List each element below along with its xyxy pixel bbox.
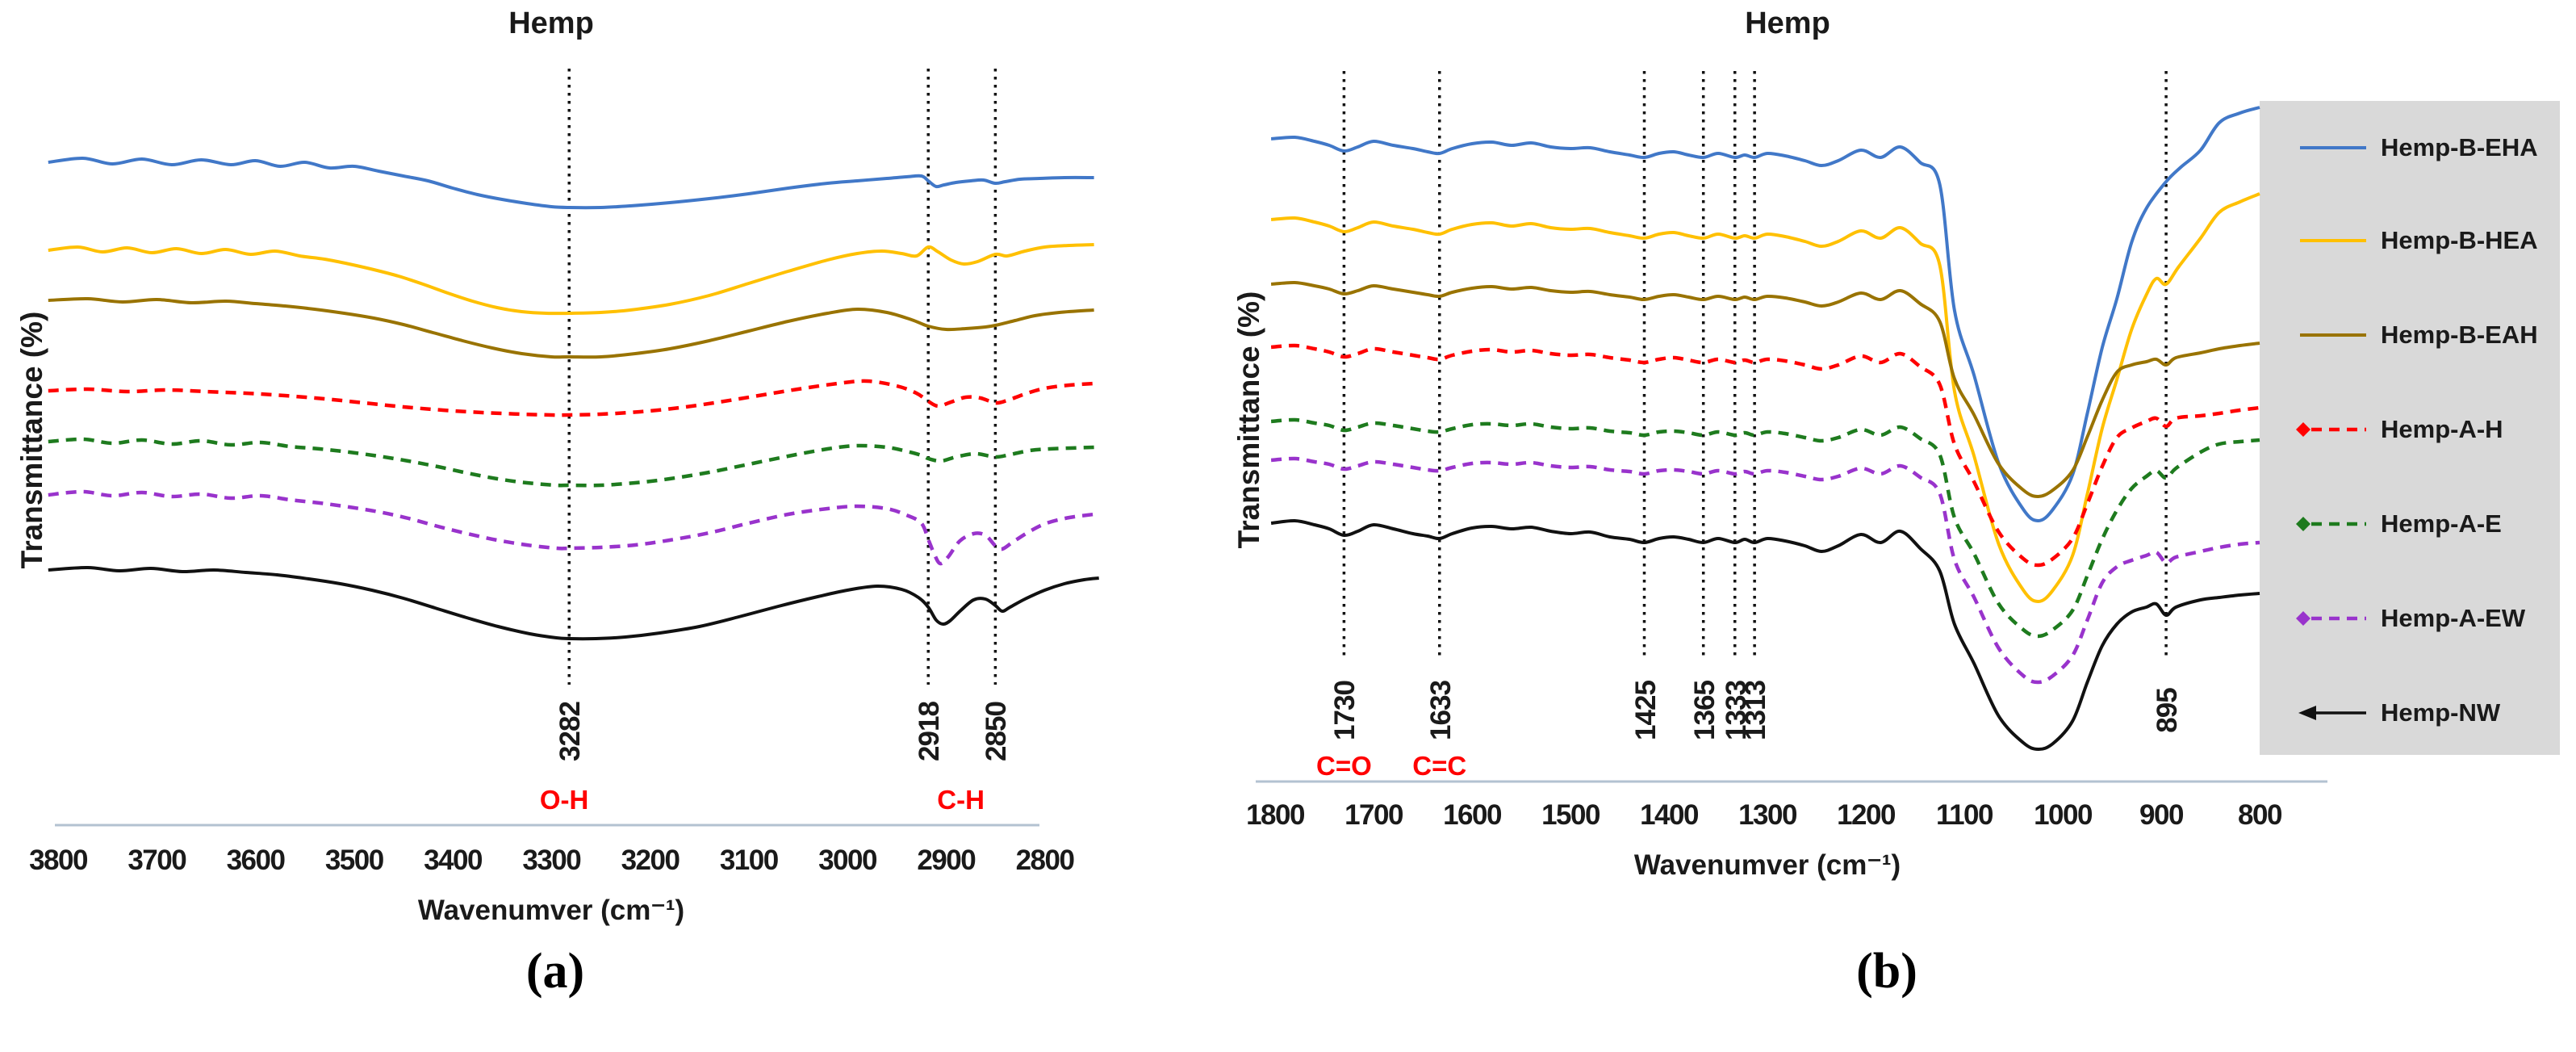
panel-label-a: (a) (525, 944, 585, 999)
bond-label-C-H: C-H (937, 785, 985, 815)
x-tick-1200: 1200 (1837, 799, 1896, 831)
x-tick-1000: 1000 (2034, 799, 2093, 831)
diamond-icon (2296, 422, 2310, 437)
chart-b-title: Hemp (1745, 6, 1830, 40)
series-Hemp-B-EAH (48, 296, 1094, 359)
x-tick-1300: 1300 (1738, 799, 1797, 831)
bond-label-C=O: C=O (1316, 751, 1372, 781)
legend-box (2260, 101, 2560, 755)
chart-a-y-axis-label: Transmittance (%) (15, 311, 48, 569)
peak-label-2850: 2850 (981, 702, 1013, 761)
panel-label-b: (b) (1856, 944, 1917, 999)
series-Hemp-A-H (48, 379, 1094, 417)
bond-label-C=C: C=C (1412, 751, 1467, 781)
series-Hemp-A-EW (48, 489, 1094, 566)
left-arrow-icon (2298, 706, 2316, 720)
diamond-icon (2296, 611, 2310, 626)
chart-b-x-axis-label: Wavenumver (cm⁻¹) (1633, 849, 1901, 881)
series-Hemp-B-EAH (1270, 280, 2260, 498)
bond-label-O-H: O-H (539, 785, 589, 815)
x-tick-3300: 3300 (522, 845, 581, 876)
legend-label-Hemp-B-HEA: Hemp-B-HEA (2381, 226, 2538, 254)
x-tick-1500: 1500 (1541, 799, 1600, 831)
x-tick-3600: 3600 (226, 845, 286, 876)
series-Hemp-A-E (1270, 417, 2260, 639)
series-Hemp-NW (1270, 518, 2260, 752)
series-Hemp-A-EW (1270, 456, 2260, 685)
x-tick-2800: 2800 (1015, 845, 1075, 876)
series-Hemp-NW (48, 565, 1099, 641)
series-Hemp-B-EHA (48, 156, 1094, 210)
x-tick-1700: 1700 (1344, 799, 1403, 831)
legend-item-Hemp-NW (2298, 706, 2366, 720)
peak-label-1365: 1365 (1688, 681, 1721, 740)
x-tick-3200: 3200 (621, 845, 680, 876)
legend-label-Hemp-A-EW: Hemp-A-EW (2381, 604, 2526, 632)
x-tick-900: 900 (2139, 799, 2184, 831)
x-tick-3800: 3800 (29, 845, 88, 876)
series-Hemp-B-HEA (48, 243, 1094, 316)
x-tick-3100: 3100 (719, 845, 779, 876)
legend-label-Hemp-A-H: Hemp-A-H (2381, 415, 2503, 443)
x-tick-3000: 3000 (818, 845, 877, 876)
legend-label-Hemp-A-E: Hemp-A-E (2381, 509, 2502, 538)
legend-item-Hemp-A-E (2296, 517, 2366, 531)
x-tick-1800: 1800 (1246, 799, 1305, 831)
legend-label-Hemp-NW: Hemp-NW (2381, 698, 2501, 727)
legend-label-Hemp-B-EHA: Hemp-B-EHA (2381, 133, 2538, 161)
chart-a-x-axis-label: Wavenumver (cm⁻¹) (417, 895, 685, 926)
x-tick-1100: 1100 (1936, 799, 1993, 831)
x-tick-1600: 1600 (1443, 799, 1502, 831)
legend-item-Hemp-A-H (2296, 422, 2366, 437)
series-Hemp-B-HEA (1270, 192, 2260, 603)
peak-label-1313: 1313 (1740, 681, 1772, 740)
peak-label-1730: 1730 (1329, 681, 1361, 740)
series-Hemp-A-H (1270, 343, 2260, 568)
legend-label-Hemp-B-EAH: Hemp-B-EAH (2381, 321, 2538, 349)
chart-a-title: Hemp (508, 6, 594, 40)
series-Hemp-B-EHA (1270, 106, 2260, 522)
series-Hemp-A-E (48, 437, 1094, 488)
x-tick-3400: 3400 (424, 845, 483, 876)
diamond-icon (2296, 517, 2310, 531)
x-tick-800: 800 (2238, 799, 2282, 831)
peak-label-895: 895 (2152, 688, 2184, 733)
peak-label-1633: 1633 (1424, 681, 1457, 740)
chart-b-y-axis-label: Transmittance (%) (1232, 291, 1265, 549)
peak-label-3282: 3282 (554, 702, 587, 761)
x-tick-2900: 2900 (917, 845, 976, 876)
peak-label-2918: 2918 (914, 702, 946, 761)
peak-label-1425: 1425 (1629, 681, 1662, 740)
legend-item-Hemp-A-EW (2296, 611, 2366, 626)
x-tick-1400: 1400 (1640, 799, 1699, 831)
x-tick-3700: 3700 (128, 845, 186, 876)
x-tick-3500: 3500 (324, 845, 384, 876)
